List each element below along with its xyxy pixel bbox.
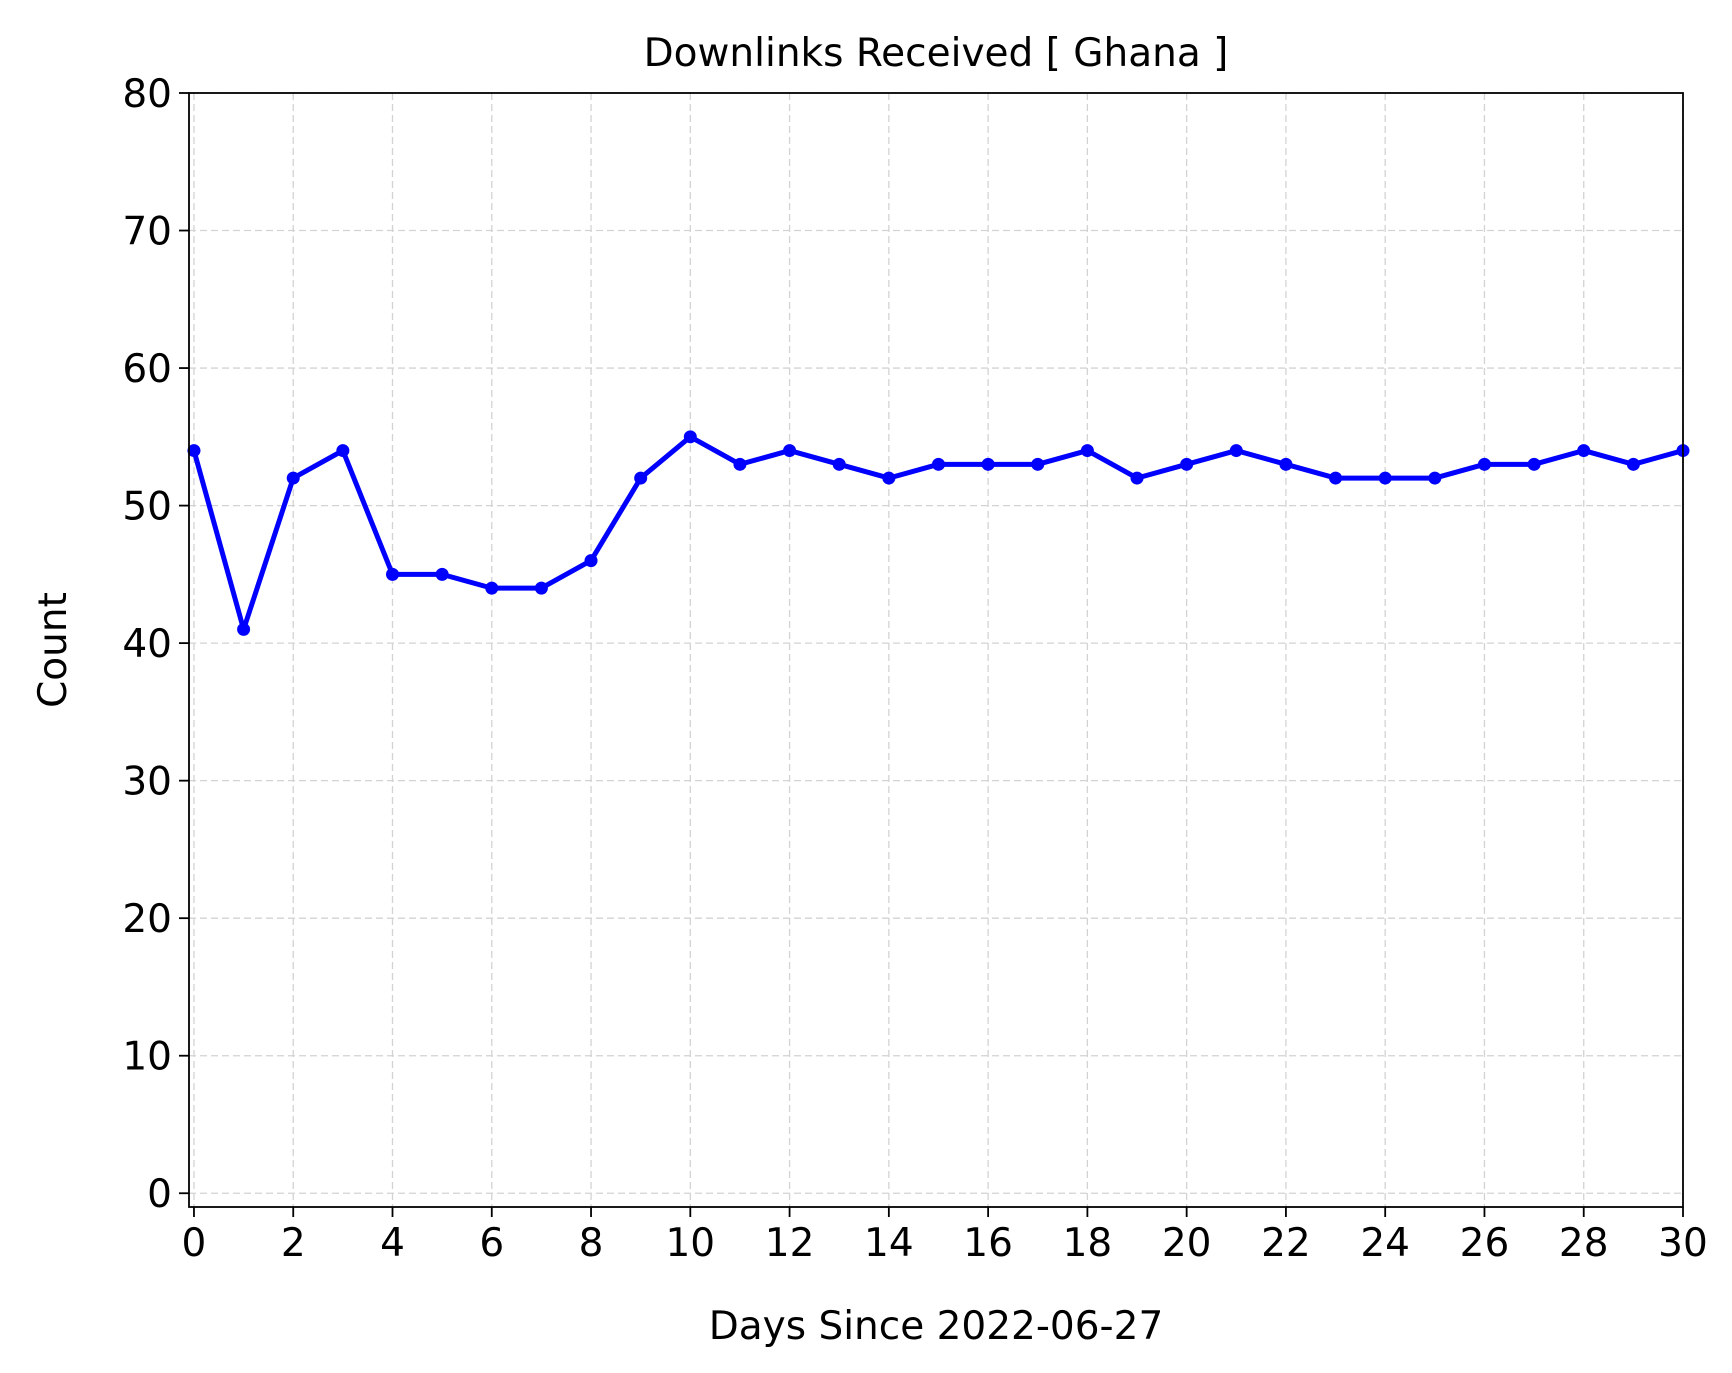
data-point bbox=[981, 457, 995, 471]
data-point bbox=[336, 444, 350, 458]
data-point bbox=[1378, 471, 1392, 485]
data-point bbox=[1626, 457, 1640, 471]
data-point bbox=[1477, 457, 1491, 471]
data-point bbox=[1031, 457, 1045, 471]
x-tick-label: 6 bbox=[479, 1221, 504, 1266]
data-point bbox=[485, 581, 499, 595]
data-point bbox=[1527, 457, 1541, 471]
y-tick-label: 30 bbox=[122, 760, 172, 805]
data-point bbox=[882, 471, 896, 485]
plot-frame bbox=[188, 92, 1684, 1208]
data-point bbox=[584, 554, 598, 568]
x-tick-label: 28 bbox=[1559, 1221, 1609, 1266]
data-point bbox=[187, 444, 201, 458]
x-tick-label: 0 bbox=[182, 1221, 207, 1266]
x-tick-label: 16 bbox=[963, 1221, 1013, 1266]
y-tick-label: 0 bbox=[147, 1172, 172, 1217]
data-point bbox=[832, 457, 846, 471]
data-point bbox=[634, 471, 648, 485]
data-point bbox=[683, 430, 697, 444]
data-point bbox=[1080, 444, 1094, 458]
series-layer bbox=[187, 430, 1690, 636]
data-point bbox=[1180, 457, 1194, 471]
x-tick-label: 14 bbox=[864, 1221, 914, 1266]
x-tick-label: 30 bbox=[1658, 1221, 1708, 1266]
data-point bbox=[534, 581, 548, 595]
x-tick-label: 8 bbox=[579, 1221, 604, 1266]
data-point bbox=[733, 457, 747, 471]
y-tick-label: 50 bbox=[122, 485, 172, 530]
x-tick-label: 20 bbox=[1162, 1221, 1212, 1266]
chart-title: Downlinks Received [ Ghana ] bbox=[644, 31, 1229, 76]
data-point bbox=[1577, 444, 1591, 458]
y-tick-label: 60 bbox=[122, 347, 172, 392]
data-point bbox=[1229, 444, 1243, 458]
x-tick-label: 26 bbox=[1460, 1221, 1510, 1266]
y-tick-label: 20 bbox=[122, 897, 172, 942]
x-tick-label: 2 bbox=[281, 1221, 306, 1266]
grid bbox=[189, 92, 1684, 1207]
x-axis-label: Days Since 2022-06-27 bbox=[709, 1304, 1164, 1349]
x-tick-label: 4 bbox=[380, 1221, 405, 1266]
ticks: 0 2 4 6 8 10 12 14 16 18 20 22 24 26 28 300102030405060… bbox=[122, 72, 1707, 1266]
x-tick-label: 10 bbox=[665, 1221, 715, 1266]
x-tick-label: 18 bbox=[1063, 1221, 1113, 1266]
data-point bbox=[237, 622, 251, 636]
data-point bbox=[1130, 471, 1144, 485]
data-point bbox=[931, 457, 945, 471]
y-axis-label: Count bbox=[31, 592, 76, 708]
data-point bbox=[386, 567, 400, 581]
data-point bbox=[286, 471, 300, 485]
data-point bbox=[1279, 457, 1293, 471]
y-tick-label: 40 bbox=[122, 622, 172, 667]
data-point bbox=[783, 444, 797, 458]
y-tick-label: 70 bbox=[122, 210, 172, 255]
data-point bbox=[1329, 471, 1343, 485]
y-tick-label: 10 bbox=[122, 1035, 172, 1080]
x-tick-label: 24 bbox=[1360, 1221, 1410, 1266]
x-tick-label: 12 bbox=[765, 1221, 815, 1266]
data-point bbox=[1428, 471, 1442, 485]
data-point bbox=[435, 567, 449, 581]
x-tick-label: 22 bbox=[1261, 1221, 1311, 1266]
y-tick-label: 80 bbox=[122, 72, 172, 117]
